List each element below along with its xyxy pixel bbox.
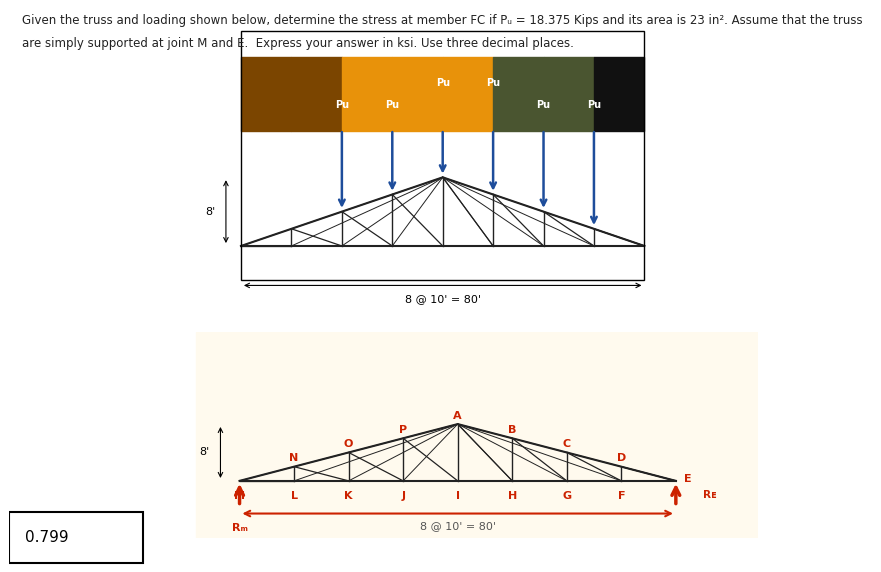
Text: G: G <box>562 491 572 501</box>
Bar <box>594 57 644 131</box>
Text: M: M <box>234 491 245 501</box>
Text: F: F <box>618 491 625 501</box>
Text: P: P <box>399 425 407 435</box>
Text: 8': 8' <box>205 206 216 217</box>
Text: Pu: Pu <box>587 100 601 110</box>
Text: Given the truss and loading shown below, determine the stress at member FC if Pᵤ: Given the truss and loading shown below,… <box>22 14 862 27</box>
Text: 8 @ 10' = 80': 8 @ 10' = 80' <box>419 521 496 531</box>
Bar <box>544 57 594 131</box>
Text: Pu: Pu <box>335 100 349 110</box>
Text: Rₘ: Rₘ <box>232 523 248 534</box>
Text: K: K <box>344 491 353 501</box>
Text: Pu: Pu <box>537 100 551 110</box>
Bar <box>292 57 342 131</box>
Text: I: I <box>455 491 460 501</box>
Text: 8': 8' <box>199 447 210 458</box>
Text: Rᴇ: Rᴇ <box>703 490 717 500</box>
Bar <box>392 57 442 131</box>
Bar <box>241 57 292 131</box>
Text: D: D <box>617 453 626 463</box>
Text: L: L <box>291 491 298 501</box>
Text: E: E <box>684 474 692 484</box>
Text: Pu: Pu <box>486 78 500 88</box>
Text: C: C <box>563 439 571 449</box>
Text: are simply supported at joint M and E.  Express your answer in ksi. Use three de: are simply supported at joint M and E. E… <box>22 37 574 50</box>
Text: Pu: Pu <box>435 78 450 88</box>
Text: J: J <box>401 491 405 501</box>
Bar <box>241 143 644 280</box>
Bar <box>493 57 544 131</box>
Text: Pu: Pu <box>385 100 399 110</box>
Bar <box>342 57 392 131</box>
Text: O: O <box>344 439 353 449</box>
Bar <box>442 57 493 131</box>
Text: H: H <box>507 491 517 501</box>
Text: B: B <box>508 425 516 435</box>
Text: N: N <box>290 453 299 463</box>
Text: 8 @ 10' = 80': 8 @ 10' = 80' <box>404 294 481 304</box>
Text: A: A <box>454 411 462 420</box>
Text: 0.799: 0.799 <box>26 530 69 545</box>
Bar <box>241 31 644 280</box>
